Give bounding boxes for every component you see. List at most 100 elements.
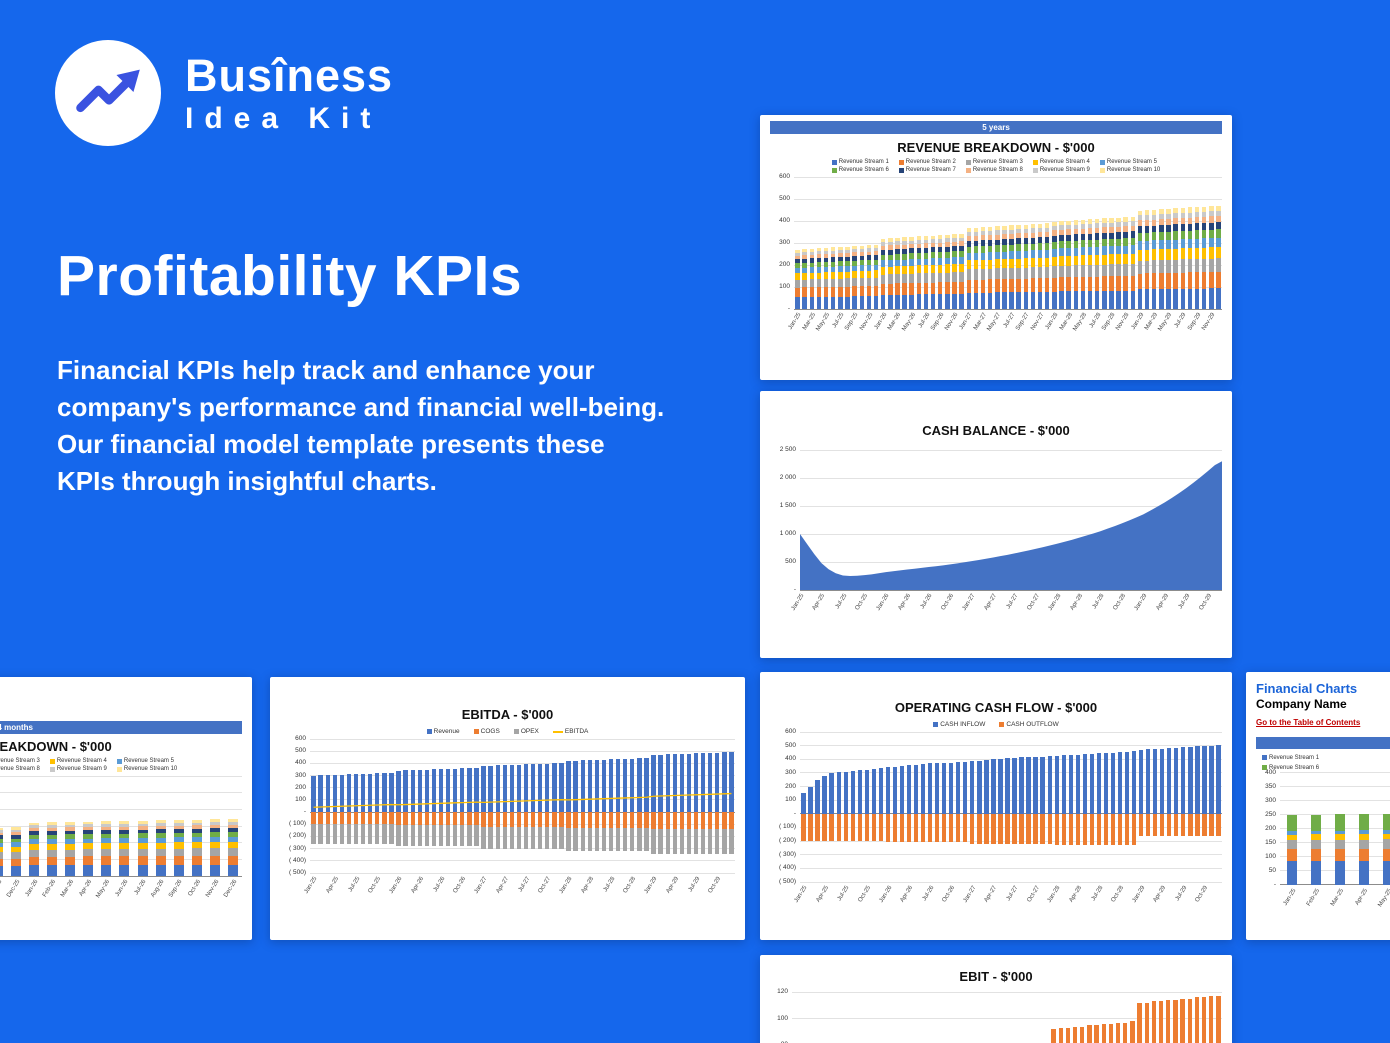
bar-negative bbox=[509, 812, 515, 827]
bar-negative bbox=[382, 812, 387, 825]
legend-marker bbox=[831, 167, 837, 173]
bar-positive bbox=[672, 754, 677, 813]
gridline bbox=[800, 799, 1222, 801]
y-axis-label: - bbox=[793, 586, 796, 593]
bar bbox=[1180, 998, 1185, 1043]
bar-positive bbox=[970, 761, 975, 814]
bar-positive bbox=[906, 765, 912, 814]
bar-positive bbox=[700, 753, 706, 813]
bar-positive bbox=[1138, 749, 1144, 814]
legend-marker bbox=[116, 758, 122, 764]
legend-marker bbox=[116, 766, 122, 772]
bar-positive bbox=[722, 752, 727, 813]
gridline bbox=[1280, 828, 1390, 830]
y-axis-label: - bbox=[793, 809, 796, 817]
stacked-bar bbox=[119, 821, 130, 876]
bar-positive bbox=[601, 759, 607, 813]
legend-item: Revenue Stream 9 bbox=[1032, 167, 1090, 173]
stacked-bar bbox=[945, 234, 950, 309]
page-title: Profitability KPIs bbox=[57, 244, 523, 308]
bar bbox=[1151, 1001, 1157, 1043]
bar-negative bbox=[815, 813, 820, 842]
stacked-bar bbox=[65, 822, 76, 876]
gridline bbox=[310, 860, 735, 862]
bar-negative bbox=[658, 812, 663, 830]
stacked-bar bbox=[1094, 218, 1100, 309]
gridline bbox=[800, 867, 1222, 869]
bar-positive bbox=[424, 769, 430, 813]
stacked-bar bbox=[809, 248, 815, 309]
bar-negative bbox=[906, 813, 912, 843]
stacked-bar bbox=[802, 249, 807, 309]
bar-negative bbox=[339, 812, 345, 825]
y-axis-label: ( 200) bbox=[289, 832, 306, 840]
bar-positive bbox=[1195, 746, 1200, 814]
bar-negative bbox=[651, 812, 656, 830]
bar-negative bbox=[445, 812, 451, 826]
gridline bbox=[310, 738, 735, 740]
bar-positive bbox=[445, 768, 451, 813]
y-axis-label: ( 500) bbox=[779, 878, 796, 885]
bar-positive bbox=[1061, 755, 1066, 814]
bar-positive bbox=[1075, 754, 1080, 814]
bar-negative bbox=[1012, 813, 1017, 844]
bar-positive bbox=[431, 769, 437, 813]
bar-negative bbox=[644, 812, 649, 828]
bar-positive bbox=[892, 766, 898, 814]
brand-logo: Busîness Idea Kit bbox=[55, 40, 393, 146]
stacked-bar bbox=[1209, 206, 1214, 309]
bar-negative bbox=[431, 812, 437, 826]
bar-negative bbox=[389, 812, 394, 825]
table-of-contents-link[interactable]: Go to the Table of Contents bbox=[1256, 717, 1361, 727]
bar-negative bbox=[808, 813, 813, 842]
bar-negative bbox=[700, 812, 706, 830]
bar-positive bbox=[651, 754, 656, 813]
bar-negative bbox=[318, 812, 323, 825]
gridline bbox=[800, 758, 1222, 760]
legend-marker bbox=[1262, 755, 1267, 761]
stacked-bar bbox=[1144, 210, 1150, 309]
stacked-bar bbox=[1383, 813, 1390, 885]
bar-negative bbox=[453, 825, 458, 847]
bar-negative bbox=[311, 812, 316, 825]
stacked-bar bbox=[173, 820, 184, 876]
stacked-bar bbox=[866, 245, 872, 309]
bar-positive bbox=[1047, 756, 1052, 814]
gridline bbox=[1280, 786, 1390, 788]
bar-positive bbox=[949, 762, 954, 814]
bar-positive bbox=[375, 773, 380, 813]
bar-negative bbox=[438, 812, 444, 826]
gridline bbox=[1280, 842, 1390, 844]
bar-positive bbox=[1117, 752, 1123, 814]
bar-negative bbox=[375, 824, 380, 844]
bar-negative bbox=[672, 829, 677, 854]
bar-negative bbox=[679, 829, 685, 854]
gridline bbox=[794, 286, 1222, 288]
stacked-bar bbox=[1335, 814, 1345, 885]
y-axis-label: 120 bbox=[777, 988, 788, 995]
bar-positive bbox=[552, 763, 557, 813]
legend-item: Revenue Stream 5 bbox=[116, 758, 177, 764]
bar-negative bbox=[382, 824, 387, 844]
bar-negative bbox=[871, 813, 877, 842]
bar-negative bbox=[516, 826, 522, 849]
stacked-bar bbox=[859, 245, 864, 309]
legend-item: Revenue Stream 9 bbox=[49, 766, 107, 772]
bar-positive bbox=[460, 768, 465, 813]
bar-negative bbox=[601, 827, 607, 852]
y-axis-label: 1 500 bbox=[779, 502, 796, 509]
gridline bbox=[800, 840, 1222, 842]
bar-negative bbox=[523, 812, 529, 827]
stacked-bar bbox=[816, 248, 822, 309]
stacked-bar bbox=[1166, 208, 1171, 309]
bar-positive bbox=[1005, 757, 1010, 814]
stacked-bar bbox=[1066, 220, 1071, 309]
bar-positive bbox=[857, 770, 862, 814]
bar-negative bbox=[1167, 813, 1172, 836]
bar-positive bbox=[559, 763, 564, 813]
bar-positive bbox=[1202, 746, 1207, 814]
bar-positive bbox=[396, 770, 401, 813]
bar-positive bbox=[1103, 753, 1109, 814]
bar-negative bbox=[538, 812, 543, 827]
